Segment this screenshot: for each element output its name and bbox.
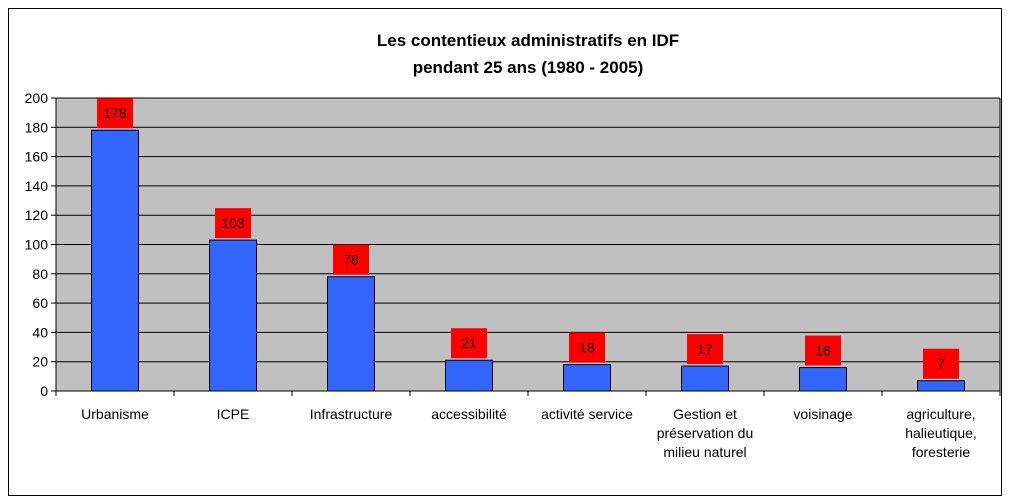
label-line: agriculture, (906, 406, 975, 422)
value-label: 16 (815, 343, 831, 359)
bar (327, 276, 375, 392)
value-label-box (805, 335, 841, 366)
y-tick-label: 100 (25, 237, 49, 253)
label-line: ICPE (217, 406, 250, 422)
y-tick-label: 200 (25, 90, 49, 106)
label-line: préservation du (657, 425, 754, 441)
y-tick-label: 60 (32, 295, 48, 311)
value-label: 78 (343, 252, 359, 268)
x-tick-label: agriculture, halieutique, foresterie (905, 406, 977, 460)
y-tick-label: 40 (32, 324, 48, 340)
x-tick-label: Infrastructure (310, 406, 393, 422)
x-tick-label: ICPE (217, 406, 250, 422)
bar (681, 365, 729, 392)
label-line: Urbanisme (81, 406, 149, 422)
x-tick-label: Urbanisme (81, 406, 149, 422)
value-label: 103 (221, 215, 245, 231)
value-label-box (451, 328, 487, 359)
chart-subtitle: pendant 25 ans (1980 - 2005) (413, 58, 644, 77)
x-tick-label: accessibilité (431, 406, 507, 422)
y-tick-label: 120 (25, 207, 49, 223)
value-label: 178 (103, 105, 127, 121)
value-label: 7 (937, 356, 945, 372)
label-line: foresterie (912, 444, 971, 460)
x-tick-label: voisinage (793, 406, 852, 422)
label-line: voisinage (793, 406, 852, 422)
x-tick-label: Gestion et préservation du milieu naturel (657, 406, 754, 460)
y-tick-label: 140 (25, 178, 49, 194)
bar (799, 367, 847, 392)
y-tick-label: 160 (25, 149, 49, 165)
label-line: Infrastructure (310, 406, 393, 422)
x-tick-label: activité service (541, 406, 633, 422)
bar (209, 239, 257, 392)
y-tick-label: 20 (32, 354, 48, 370)
value-label-box (923, 348, 959, 379)
label-line: accessibilité (431, 406, 507, 422)
label-line: Gestion et (673, 406, 737, 422)
value-label-box (97, 98, 133, 129)
label-line: halieutique, (905, 425, 977, 441)
bar (563, 364, 611, 392)
chart-title: Les contentieux administratifs en IDF (377, 31, 679, 50)
value-label: 21 (461, 335, 477, 351)
value-label-box (333, 244, 369, 275)
label-line: milieu naturel (663, 444, 746, 460)
bar (445, 359, 493, 392)
bar (91, 129, 139, 392)
bar (917, 380, 965, 392)
value-label: 18 (579, 340, 595, 356)
value-label-box (569, 332, 605, 363)
y-tick-label: 0 (40, 383, 48, 399)
y-tick-label: 180 (25, 119, 49, 135)
label-line: activité service (541, 406, 633, 422)
value-label: 17 (697, 341, 713, 357)
y-tick-label: 80 (32, 266, 48, 282)
value-label-box (215, 208, 251, 239)
value-label-box (687, 334, 723, 365)
